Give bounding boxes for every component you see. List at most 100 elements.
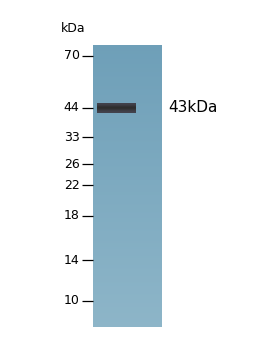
Bar <box>93 154 162 155</box>
Bar <box>93 317 162 318</box>
Bar <box>93 133 162 134</box>
Bar <box>93 294 162 295</box>
Text: 14: 14 <box>64 254 80 267</box>
Text: 10: 10 <box>64 294 80 307</box>
Bar <box>93 97 162 98</box>
Bar <box>93 208 162 209</box>
Bar <box>93 267 162 268</box>
Bar <box>93 223 162 224</box>
Bar <box>93 135 162 136</box>
Bar <box>93 115 162 116</box>
Bar <box>93 306 162 307</box>
Bar <box>93 183 162 184</box>
Bar <box>93 59 162 60</box>
Bar <box>93 229 162 230</box>
Bar <box>93 264 162 265</box>
Bar <box>93 280 162 281</box>
Bar <box>93 269 162 270</box>
Bar <box>93 160 162 161</box>
Bar <box>93 104 162 105</box>
Bar <box>93 87 162 88</box>
Bar <box>93 310 162 311</box>
Bar <box>93 240 162 241</box>
Bar <box>93 101 162 102</box>
Bar <box>93 215 162 216</box>
Bar <box>93 125 162 126</box>
Bar <box>93 100 162 101</box>
Bar <box>93 311 162 312</box>
Bar <box>93 147 162 148</box>
Bar <box>93 95 162 96</box>
Bar <box>93 121 162 122</box>
Bar <box>93 277 162 278</box>
Bar <box>93 161 162 162</box>
Bar <box>93 198 162 199</box>
Bar <box>93 268 162 269</box>
Bar <box>93 173 162 174</box>
Bar <box>93 62 162 63</box>
Bar <box>93 131 162 132</box>
Bar <box>93 322 162 323</box>
Bar <box>93 211 162 212</box>
Bar <box>93 295 162 296</box>
Bar <box>93 158 162 159</box>
Bar <box>93 58 162 59</box>
Bar <box>93 149 162 150</box>
Bar <box>93 111 162 112</box>
Bar <box>93 315 162 316</box>
Bar <box>93 225 162 226</box>
Bar <box>93 271 162 272</box>
Bar <box>93 45 162 47</box>
Bar <box>93 245 162 246</box>
Bar <box>93 130 162 131</box>
Bar <box>93 263 162 264</box>
Bar <box>93 98 162 99</box>
Bar <box>93 230 162 231</box>
Bar <box>93 103 162 104</box>
Bar <box>93 227 162 228</box>
Bar <box>93 201 162 202</box>
Bar <box>93 293 162 294</box>
Bar <box>93 70 162 71</box>
Bar <box>93 66 162 67</box>
Bar <box>93 76 162 78</box>
Bar <box>93 239 162 240</box>
Bar <box>93 96 162 97</box>
Bar <box>93 298 162 299</box>
Bar <box>93 241 162 242</box>
Bar <box>93 238 162 239</box>
Bar <box>93 204 162 205</box>
Bar <box>93 247 162 248</box>
Bar <box>93 252 162 253</box>
Bar <box>93 156 162 157</box>
Bar <box>93 289 162 290</box>
Bar <box>93 72 162 73</box>
Bar <box>93 305 162 306</box>
Bar <box>93 99 162 100</box>
Bar <box>93 242 162 243</box>
Bar <box>93 88 162 89</box>
Bar <box>93 320 162 321</box>
Bar <box>93 80 162 81</box>
Bar <box>93 314 162 315</box>
Bar <box>93 123 162 124</box>
Bar <box>93 312 162 313</box>
Bar <box>93 166 162 167</box>
Bar <box>93 105 162 106</box>
Bar <box>93 190 162 191</box>
Bar <box>93 127 162 128</box>
Bar <box>93 170 162 171</box>
Bar <box>93 75 162 76</box>
Bar <box>93 290 162 291</box>
Bar <box>93 122 162 123</box>
Bar <box>93 180 162 181</box>
Bar <box>93 321 162 322</box>
Bar <box>93 65 162 66</box>
Text: 22: 22 <box>64 179 80 192</box>
Bar <box>93 116 162 117</box>
Bar <box>93 261 162 262</box>
Bar <box>93 246 162 247</box>
Bar <box>93 212 162 213</box>
Bar <box>93 86 162 87</box>
Bar <box>93 162 162 163</box>
